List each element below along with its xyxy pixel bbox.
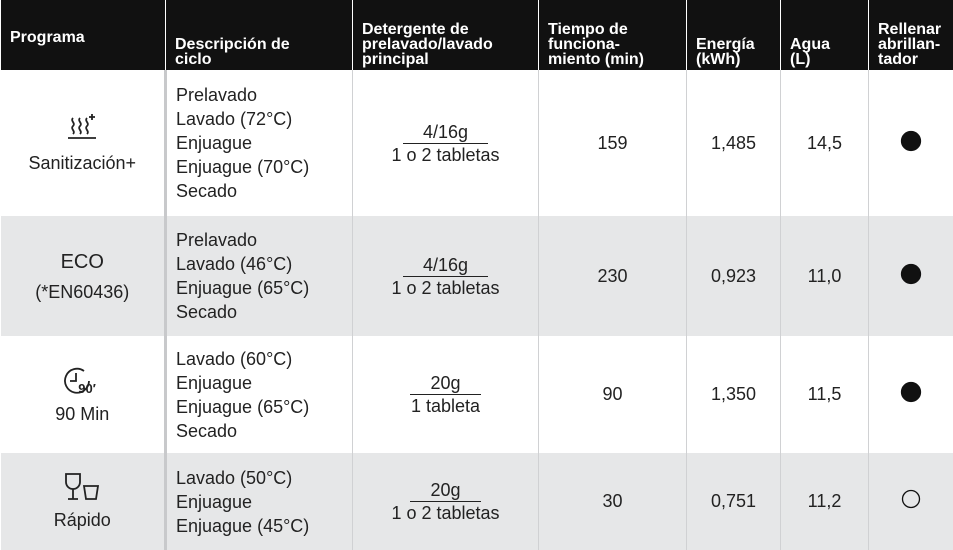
energy-cell: 0,751 — [687, 453, 781, 550]
detergent-top: 4/16g — [403, 121, 488, 144]
header-text: ciclo — [175, 52, 352, 67]
program-icon: 90′ — [60, 364, 104, 402]
detergent-top: 4/16g — [403, 254, 488, 277]
description-line: Enjuague (65°C) — [176, 276, 352, 300]
header-text: Descripción de — [175, 37, 352, 52]
program-name: ECO — [1, 250, 165, 274]
description-line: Lavado (46°C) — [176, 252, 352, 276]
rinse-aid-indicator — [900, 488, 922, 510]
header-text: abrillan- — [878, 37, 953, 52]
rinse-aid-indicator — [900, 381, 922, 403]
header-text: funciona- — [548, 37, 686, 52]
rinse-aid-cell — [869, 336, 953, 453]
description-line: Enjuague — [176, 131, 352, 155]
detergent-bottom: 1 tableta — [353, 395, 538, 417]
detergent-top: 20g — [410, 372, 480, 395]
energy-cell: 1,350 — [687, 336, 781, 453]
description-line: Enjuague (65°C) — [176, 395, 352, 419]
detergent-bottom: 1 o 2 tabletas — [353, 277, 538, 299]
water-cell: 11,5 — [781, 336, 869, 453]
time-cell: 159 — [539, 70, 687, 216]
water-cell: 11,0 — [781, 216, 869, 336]
detergent-bottom: 1 o 2 tabletas — [353, 502, 538, 524]
header-text: Rellenar — [878, 22, 953, 37]
rinse-aid-indicator — [900, 130, 922, 152]
header-text: Energía — [696, 37, 780, 52]
header-cell: Energía(kWh) — [687, 0, 781, 70]
rinse-aid-cell — [869, 453, 953, 550]
header-text: tador — [878, 52, 953, 67]
description-line: Lavado (60°C) — [176, 347, 352, 371]
header-text: Tiempo de — [548, 22, 686, 37]
icon-text: 90′ — [78, 381, 96, 396]
rinse-aid-cell — [869, 216, 953, 336]
program-cell: ECO (*EN60436) — [1, 216, 166, 336]
time-cell: 230 — [539, 216, 687, 336]
program-icon — [1, 112, 165, 151]
program-note: (*EN60436) — [1, 282, 165, 303]
water-cell: 11,2 — [781, 453, 869, 550]
description-line: Secado — [176, 300, 352, 324]
rinse-aid-cell — [869, 70, 953, 216]
rinse-aid-indicator — [900, 263, 922, 285]
description-line: Secado — [176, 419, 352, 443]
detergent-top: 20g — [410, 479, 480, 502]
description-line: Lavado (50°C) — [176, 466, 352, 490]
header-text: (kWh) — [696, 52, 780, 67]
description-line: Prelavado — [176, 83, 352, 107]
program-name: Sanitización+ — [1, 151, 165, 175]
header-text: principal — [362, 52, 538, 67]
water-cell: 14,5 — [781, 70, 869, 216]
description-line: Lavado (72°C) — [176, 107, 352, 131]
header-text: miento (min) — [548, 52, 686, 67]
header-text: Programa — [10, 30, 165, 45]
program-name: 90 Min — [1, 402, 165, 426]
energy-cell: 1,485 — [687, 70, 781, 216]
header-text: prelavado/lavado — [362, 37, 538, 52]
header-cell: Agua(L) — [781, 0, 869, 70]
header-text: (L) — [790, 52, 868, 67]
description-line: Prelavado — [176, 228, 352, 252]
detergent-bottom: 1 o 2 tabletas — [353, 144, 538, 166]
program-cell: Rápido — [1, 453, 166, 550]
header-text: Detergente de — [362, 22, 538, 37]
program-icon — [1, 471, 165, 508]
time-cell: 90 — [539, 336, 687, 453]
description-line: Enjuague — [176, 371, 352, 395]
description-line: Enjuague — [176, 490, 352, 514]
program-cell: Sanitización+ — [1, 70, 166, 216]
description-line: Secado — [176, 179, 352, 203]
header-cell: Programa — [1, 0, 166, 70]
program-cell: 90′ 90 Min — [1, 336, 166, 453]
description-line: Enjuague (45°C) — [176, 514, 352, 538]
time-cell: 30 — [539, 453, 687, 550]
description-line: Enjuague (70°C) — [176, 155, 352, 179]
header-text: Agua — [790, 37, 868, 52]
energy-cell: 0,923 — [687, 216, 781, 336]
program-name: Rápido — [1, 508, 165, 532]
